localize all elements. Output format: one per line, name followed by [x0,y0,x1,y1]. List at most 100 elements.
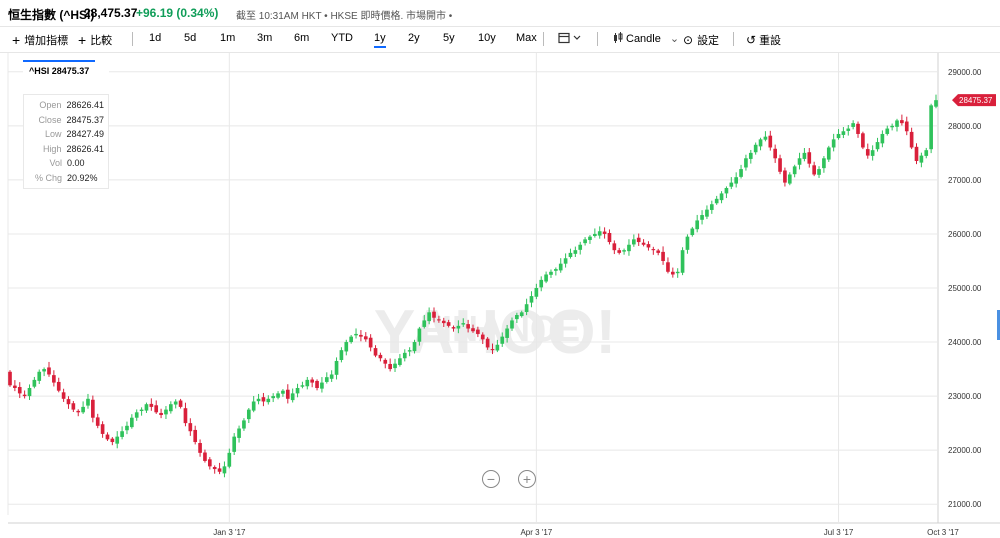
candle-body [61,392,66,399]
range-6m[interactable]: 6m [294,32,310,44]
candle-body [339,350,344,360]
candle-body [237,428,241,438]
candle [763,131,768,142]
candle-body [246,409,251,420]
zoom-in-button[interactable]: + [518,470,536,488]
candle-body [856,123,860,134]
range-1m[interactable]: 1m [220,32,236,44]
x-tick-label: Apr 3 '17 [520,528,552,537]
candle-body [490,349,495,351]
reset-label: 重設 [759,35,782,47]
quote-bar: 恒生指數 (^HSI) 28,475.37 +96.19 (0.34%) 截至 … [0,0,1000,27]
candle [900,114,904,126]
ohlc-value: 28626.41 [66,100,104,110]
candle [300,381,305,389]
range-10y[interactable]: 10y [478,32,496,44]
range-2y[interactable]: 2y [408,32,420,44]
candle [32,376,37,389]
candle-body [534,288,539,297]
reset-icon: ↺ [746,33,757,47]
y-tick-label: 27000.00 [948,176,982,185]
settings-label: 設定 [697,35,720,47]
chart-type-dropdown[interactable]: Candle ⌄ [612,32,679,45]
candle [295,383,300,398]
add-indicator-button[interactable]: + 增加指標 [12,32,68,48]
candle-body [919,155,924,163]
candle [734,172,739,188]
candle [646,241,651,251]
candle [607,229,612,245]
candle-body [125,425,129,431]
candle [602,227,607,239]
range-ytd[interactable]: YTD [331,32,353,44]
candle [836,129,841,140]
candle [636,233,641,246]
candle-body [700,215,704,220]
candle-body [320,382,324,389]
candle-body [714,198,719,204]
candle-body [563,258,568,264]
candlestick-chart[interactable]: YAHOO! FINANCE 21000.0022000.0023000.002… [0,53,1000,538]
candle [909,127,914,150]
compare-button[interactable]: + 比較 [78,32,112,48]
range-5d[interactable]: 5d [184,32,197,44]
candle [354,328,358,339]
candle [563,253,568,268]
candle-body [836,133,841,139]
scroll-handle[interactable] [997,310,1000,340]
range-3m[interactable]: 3m [257,32,273,44]
candle-body [81,406,85,413]
candle [549,269,553,278]
candle [510,317,514,331]
reset-button[interactable]: ↺ 重設 [746,32,781,48]
candle [120,426,124,440]
range-1d[interactable]: 1d [149,32,162,44]
zoom-out-button[interactable]: − [482,470,500,488]
range-max[interactable]: Max [516,32,537,44]
candle-body [583,239,587,244]
candle-body [607,232,612,243]
candle-body [831,139,836,148]
candle-body [597,231,602,236]
candle [758,137,763,151]
candle [149,398,154,411]
candle-body [251,401,256,411]
candle [17,382,22,399]
candle-body [91,399,95,418]
candle [890,123,894,131]
candle [27,384,32,400]
range-5y[interactable]: 5y [443,32,455,44]
candle-body [446,322,451,326]
candle-body [407,350,412,352]
grid [7,53,1000,524]
candle [861,131,865,150]
candle [934,94,938,109]
candle-body [222,466,227,474]
candle [164,406,168,420]
ohlc-label: Vol [49,158,62,168]
candle-body [432,311,436,318]
candle [134,409,139,421]
candle [505,324,509,343]
candle-body [134,412,139,418]
candle-body [42,369,46,372]
candle-body [305,379,310,387]
chart-toolbar: + 增加指標 + 比較 1d 5d 1m 3m 6m YTD 1y 2y 5y 10… [0,26,1000,53]
settings-button[interactable]: ⊙ 設定 [683,32,719,48]
candle-body [22,394,27,397]
candle-body [875,142,880,150]
candle [81,401,85,414]
candle [500,332,505,347]
ohlc-label: Low [44,129,62,139]
candle-body [612,243,617,251]
candle-body [865,149,870,156]
candle [744,154,748,171]
candle-body [588,236,592,241]
candle-body [71,403,76,410]
candle-body [861,133,865,148]
candle-body [909,131,914,148]
candle-body [315,380,319,388]
range-1y[interactable]: 1y [374,32,386,48]
candle [875,137,880,152]
date-range-picker[interactable] [558,32,586,47]
